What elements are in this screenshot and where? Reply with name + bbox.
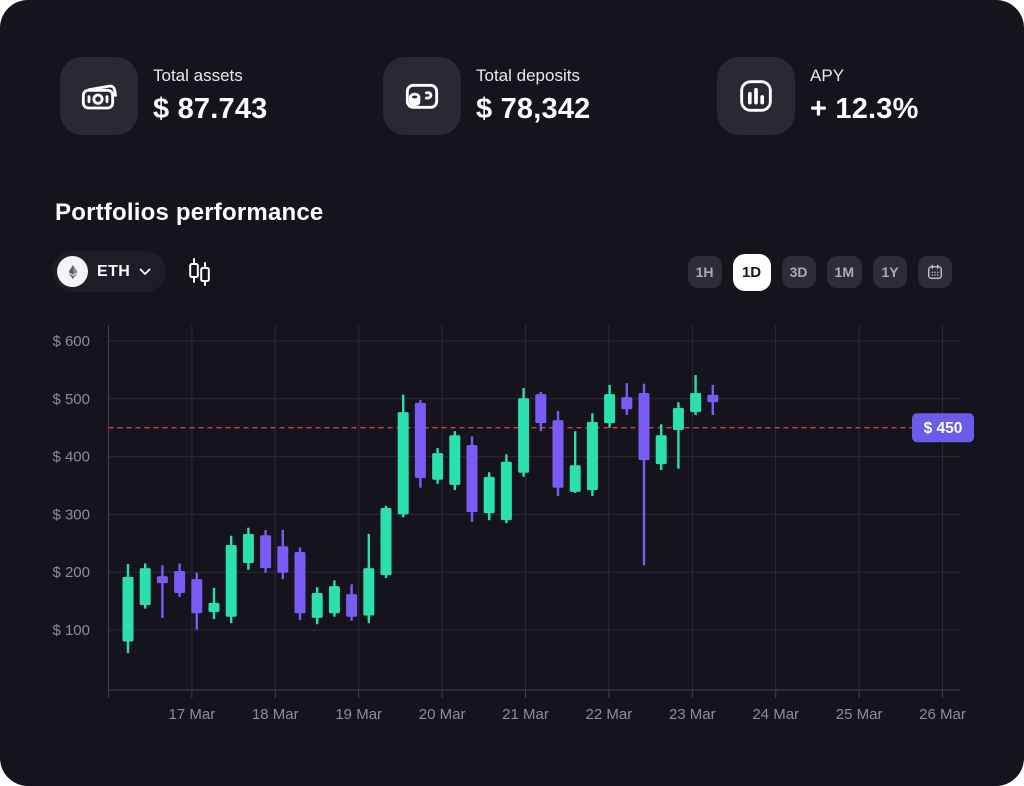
candlestick[interactable] bbox=[380, 505, 392, 578]
stat-value: $ 87.743 bbox=[153, 93, 268, 125]
candlestick[interactable] bbox=[569, 431, 581, 494]
page-title: Portfolios performance bbox=[55, 199, 324, 226]
candlestick[interactable] bbox=[225, 535, 237, 624]
candlestick[interactable] bbox=[156, 565, 168, 618]
calendar-icon bbox=[928, 264, 942, 279]
timeframe-1h[interactable]: 1H bbox=[687, 256, 722, 288]
candlestick[interactable] bbox=[311, 587, 323, 625]
stat-apy: APY + 12.3% bbox=[717, 57, 919, 135]
stat-value: + 12.3% bbox=[810, 93, 919, 125]
x-axis-label: 24 Mar bbox=[752, 706, 799, 723]
x-axis-label: 23 Mar bbox=[669, 706, 716, 723]
candlestick[interactable] bbox=[363, 534, 375, 624]
candlestick[interactable] bbox=[294, 547, 306, 621]
candlestick[interactable] bbox=[604, 384, 616, 428]
candlestick[interactable] bbox=[277, 530, 289, 580]
candlestick-chart-icon[interactable] bbox=[184, 256, 214, 293]
timeframe-1m[interactable]: 1M bbox=[826, 256, 862, 288]
y-axis-label: $ 100 bbox=[52, 622, 90, 639]
candlestick[interactable] bbox=[483, 472, 495, 521]
candlestick[interactable] bbox=[535, 391, 547, 432]
candlestick[interactable] bbox=[655, 424, 667, 470]
candlestick[interactable] bbox=[208, 587, 220, 620]
candlestick[interactable] bbox=[586, 413, 598, 496]
y-axis-label: $ 200 bbox=[52, 564, 90, 581]
chevron-down-icon bbox=[139, 268, 151, 275]
x-axis-label: 21 Mar bbox=[502, 706, 549, 723]
stat-label: Total deposits bbox=[476, 66, 580, 85]
x-axis-label: 25 Mar bbox=[836, 706, 883, 723]
candlestick[interactable] bbox=[466, 436, 478, 522]
y-axis-label: $ 500 bbox=[52, 391, 90, 408]
candlestick[interactable] bbox=[328, 580, 340, 617]
candlestick[interactable] bbox=[432, 447, 444, 484]
y-axis-label: $ 300 bbox=[52, 506, 90, 523]
candlestick[interactable] bbox=[122, 564, 134, 654]
x-axis-label: 20 Mar bbox=[419, 706, 466, 723]
candlestick[interactable] bbox=[690, 375, 702, 415]
candlestick[interactable] bbox=[414, 399, 426, 488]
candlestick[interactable] bbox=[707, 384, 719, 415]
candlestick[interactable] bbox=[346, 584, 358, 621]
stat-label: Total assets bbox=[153, 66, 243, 85]
ethereum-icon bbox=[57, 256, 88, 287]
candlestick[interactable] bbox=[621, 383, 633, 415]
candlestick[interactable] bbox=[552, 410, 564, 496]
asset-selector-label: ETH bbox=[97, 262, 131, 280]
candlestick[interactable] bbox=[260, 530, 272, 573]
stat-value: $ 78,342 bbox=[476, 93, 591, 125]
candlestick[interactable] bbox=[500, 454, 512, 524]
candlestick[interactable] bbox=[518, 387, 530, 477]
asset-selector[interactable]: ETH bbox=[52, 251, 167, 292]
stat-total-assets: Total assets $ 87.743 bbox=[60, 57, 268, 135]
calendar-button[interactable] bbox=[918, 256, 952, 288]
threshold-badge-label: $ 450 bbox=[924, 420, 963, 437]
candlestick[interactable] bbox=[449, 431, 461, 491]
bar-chart-icon bbox=[717, 57, 795, 135]
candlestick[interactable] bbox=[397, 394, 409, 518]
candlestick[interactable] bbox=[638, 383, 650, 566]
y-axis-label: $ 400 bbox=[52, 449, 90, 466]
timeframe-1y[interactable]: 1Y bbox=[873, 256, 907, 288]
banknotes-icon bbox=[60, 57, 138, 135]
x-axis-label: 26 Mar bbox=[919, 706, 966, 723]
x-axis-label: 17 Mar bbox=[169, 706, 216, 723]
candlestick[interactable] bbox=[242, 527, 254, 570]
wallet-icon bbox=[383, 57, 461, 135]
timeframe-3d[interactable]: 3D bbox=[781, 256, 816, 288]
x-axis-label: 22 Mar bbox=[586, 706, 633, 723]
candlestick[interactable] bbox=[139, 563, 151, 609]
y-axis-label: $ 600 bbox=[52, 333, 90, 350]
candlestick[interactable] bbox=[672, 402, 684, 469]
x-axis-label: 19 Mar bbox=[335, 706, 382, 723]
candlestick[interactable] bbox=[174, 563, 186, 598]
timeframe-1d[interactable]: 1D bbox=[732, 253, 771, 291]
candlestick[interactable] bbox=[191, 572, 203, 630]
stat-label: APY bbox=[810, 66, 845, 85]
timeframe-group: 1H 1D 3D 1M 1Y bbox=[687, 253, 952, 291]
stat-total-deposits: Total deposits $ 78,342 bbox=[383, 57, 591, 135]
x-axis-label: 18 Mar bbox=[252, 706, 299, 723]
threshold-badge bbox=[912, 413, 974, 443]
